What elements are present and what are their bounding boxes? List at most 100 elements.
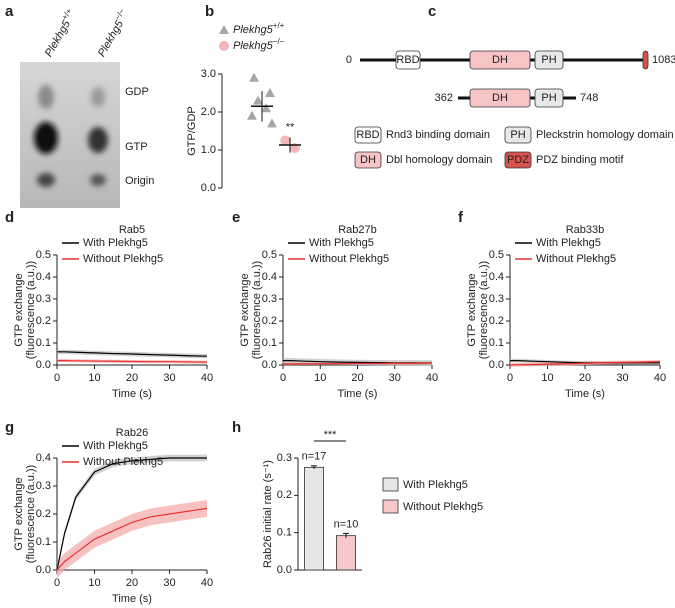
y-axis-label: GTP/GDP (186, 106, 198, 156)
y-axis-label: GTP exchange (13, 477, 25, 550)
y-axis-label: GTP exchange (239, 273, 251, 346)
x-tick-label: 40 (654, 372, 666, 384)
panel-label: g (5, 419, 14, 436)
x-tick-label: 30 (163, 372, 175, 384)
y-tick-label: 0.5 (262, 249, 277, 261)
legend-swatch (382, 499, 399, 514)
y-tick-label: 0.3 (262, 293, 277, 305)
band-label: GDP (125, 86, 149, 98)
genotype-label: Plekhg5+/+ (40, 7, 79, 59)
domain-box (469, 50, 531, 70)
legend-label: Without Plekhg5 (83, 456, 163, 468)
x-tick-label: 20 (351, 372, 363, 384)
gene-name: Plekhg5 (96, 18, 127, 59)
panel-label: d (5, 209, 14, 226)
legend-label: Without Plekhg5 (83, 253, 163, 265)
residue-start: 362 (435, 92, 453, 104)
legend-label: With Plekhg5 (83, 440, 148, 452)
x-tick-label: 30 (389, 372, 401, 384)
gene-name: Plekhg5 (233, 24, 274, 36)
data-line (509, 361, 661, 366)
domain-box (469, 88, 531, 108)
x-tick-label: 20 (126, 372, 138, 384)
x-tick-label: 30 (616, 372, 628, 384)
x-tick-label: 40 (201, 372, 213, 384)
bar (335, 535, 356, 571)
genotype: +/+ (273, 21, 285, 30)
domain-box (534, 50, 564, 70)
chart-title: Rab5 (119, 224, 145, 236)
legend-label: Without Plekhg5 (309, 253, 389, 265)
y-tick-label: 3.0 (201, 68, 216, 80)
y-tick-label: 0.1 (36, 337, 51, 349)
legend-box (504, 151, 532, 169)
x-tick-label: 10 (541, 372, 553, 384)
legend-box (354, 151, 382, 169)
domain-name: DH (492, 92, 508, 104)
y-tick-label: 0.2 (36, 315, 51, 327)
legend-key: PH (510, 129, 525, 141)
legend-label: Pleckstrin homology domain (536, 129, 674, 141)
significance: *** (324, 429, 338, 441)
x-tick-label: 0 (54, 577, 60, 589)
panel-label: f (458, 209, 464, 226)
data-line (57, 360, 208, 363)
legend-label: With Plekhg5 (536, 237, 601, 249)
residue-end: 1083 (652, 54, 675, 66)
legend-label: Rnd3 binding domain (386, 129, 490, 141)
panel-label: h (232, 419, 241, 436)
y-tick-label: 0.3 (36, 293, 51, 305)
data-line (56, 507, 208, 571)
y-axis-label: (fluorescence (a.u.)) (25, 261, 37, 359)
x-tick-label: 20 (126, 577, 138, 589)
y-tick-label: 0.0 (36, 359, 51, 371)
genotype: −/− (113, 7, 127, 22)
y-axis-label: (fluorescence (a.u.)) (251, 261, 263, 359)
legend-label: With Plekhg5 (83, 237, 148, 249)
y-tick-label: 0.1 (277, 527, 292, 539)
panel-label: a (5, 3, 14, 20)
n-label: n=10 (334, 518, 359, 530)
legend-label: With Plekhg5 (309, 237, 374, 249)
y-tick-label: 0.2 (277, 489, 292, 501)
x-tick-label: 40 (201, 577, 213, 589)
n-label: n=17 (302, 451, 327, 463)
y-tick-label: 0.4 (489, 271, 504, 283)
y-tick-label: 0.3 (489, 293, 504, 305)
y-tick-label: 0.4 (262, 271, 277, 283)
data-line (283, 362, 433, 365)
bar (303, 466, 324, 571)
domain-box (642, 50, 649, 70)
chart-title: Rab26 (116, 427, 148, 439)
y-tick-label: 0.3 (36, 480, 51, 492)
genotype: +/+ (60, 7, 74, 22)
residue-end: 748 (580, 92, 598, 104)
legend-key: RBD (356, 129, 379, 141)
legend-label: Without Plekhg5 (403, 501, 483, 513)
legend-marker (219, 41, 229, 51)
x-tick-label: 20 (579, 372, 591, 384)
data-point (265, 88, 275, 97)
chart-title: Rab33b (566, 224, 605, 236)
y-axis-label: GTP exchange (466, 273, 478, 346)
y-tick-label: 0.0 (201, 182, 216, 194)
error-band (57, 500, 207, 579)
y-tick-label: 0.4 (36, 452, 51, 464)
x-tick-label: 10 (88, 577, 100, 589)
legend-label: Without Plekhg5 (536, 253, 616, 265)
x-tick-label: 40 (426, 372, 438, 384)
domain-name: PH (541, 54, 556, 66)
genotype-label: Plekhg5−/− (233, 37, 285, 52)
genotype-label: Plekhg5+/+ (233, 21, 285, 36)
y-tick-label: 0.2 (36, 508, 51, 520)
data-line (56, 457, 207, 571)
y-tick-label: 1.0 (201, 144, 216, 156)
tlc-spots (34, 85, 108, 187)
chart-title: Rab27b (338, 224, 377, 236)
y-tick-label: 0.0 (489, 359, 504, 371)
y-tick-label: 2.0 (201, 106, 216, 118)
panel-label: e (232, 209, 240, 226)
x-axis-label: Time (s) (338, 388, 378, 400)
band-label: Origin (125, 175, 154, 187)
x-tick-label: 0 (280, 372, 286, 384)
